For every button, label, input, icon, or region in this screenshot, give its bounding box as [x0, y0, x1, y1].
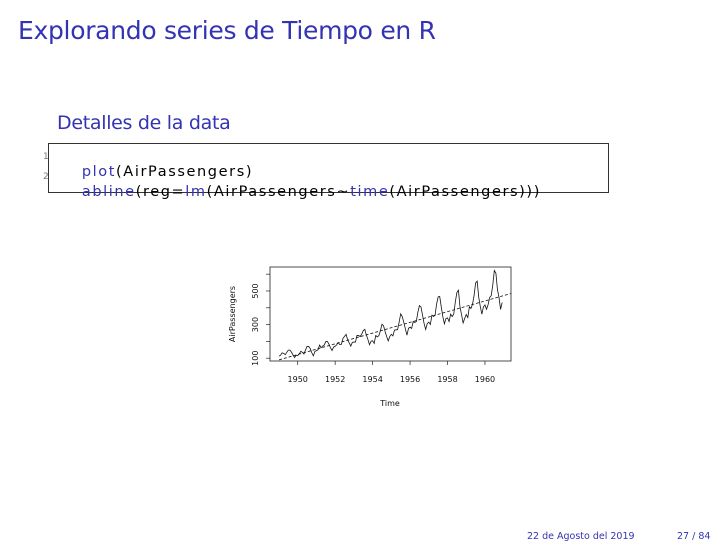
air-passengers-chart: 1950 1952 1954 1956 1958 1960 100 300 500 Time Air…: [228, 266, 512, 408]
code-function: abline: [81, 184, 136, 200]
footer-date: 22 de Agosto del 2019: [527, 531, 635, 542]
code-function: lm: [185, 184, 207, 200]
y-tick-label: 500: [251, 283, 260, 298]
x-tick-label: 1960: [475, 375, 495, 384]
x-tick-label: 1954: [362, 375, 382, 384]
series-line: [278, 269, 503, 359]
code-text: (reg=: [135, 184, 186, 200]
x-tick-label: 1952: [325, 375, 345, 384]
plot-frame: [269, 266, 512, 362]
code-text: (AirPassengers~: [206, 184, 351, 200]
code-function: plot: [81, 164, 117, 180]
code-block: 1 plot(AirPassengers) 2 abline(reg=lm(AirP…: [43, 143, 609, 200]
x-tick-label: 1958: [437, 375, 457, 384]
code-text: (AirPassengers))): [389, 184, 541, 200]
code-line-1: 1 plot(AirPassengers): [43, 148, 254, 196]
slide-title: Explorando series de Tiempo en R: [18, 16, 436, 45]
footer-page-number: 27 / 84: [677, 531, 711, 542]
code-line-2: 2 abline(reg=lm(AirPassengers~time(AirPas…: [43, 168, 541, 216]
x-tick-label: 1956: [400, 375, 420, 384]
y-tick-label: 300: [251, 317, 260, 332]
y-tick-label: 100: [251, 351, 260, 366]
x-tick-label: 1950: [288, 375, 308, 384]
line-number: 2: [43, 172, 49, 182]
block-title: Detalles de la data: [57, 112, 231, 134]
line-number: 1: [43, 152, 49, 162]
code-text: (AirPassengers): [116, 164, 254, 180]
y-axis-label: AirPassengers: [228, 286, 237, 342]
x-axis-label: Time: [379, 399, 400, 408]
code-function: time: [350, 184, 390, 200]
regression-line: [278, 293, 512, 361]
